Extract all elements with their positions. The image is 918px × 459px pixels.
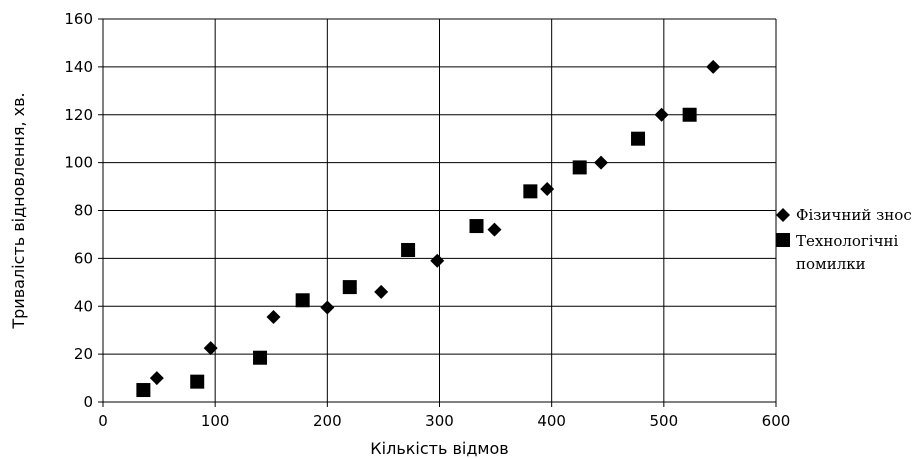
square-point xyxy=(631,131,646,146)
square-point xyxy=(342,280,357,295)
square-point xyxy=(136,383,151,398)
square-point xyxy=(253,350,268,365)
x-tick-label: 400 xyxy=(537,412,566,430)
x-tick-label: 0 xyxy=(98,412,108,430)
diamond-point xyxy=(430,253,445,268)
legend-label-tech-errors: Технологічні xyxy=(796,232,899,250)
diamond-point xyxy=(594,155,609,170)
diamond-point xyxy=(654,107,669,122)
legend-square-icon xyxy=(776,233,790,247)
y-tick-label: 60 xyxy=(74,249,93,267)
x-axis-title: Кількість відмов xyxy=(370,439,508,458)
y-tick-label: 140 xyxy=(64,58,93,76)
legend-label-physical-wear: Фізичний знос xyxy=(796,206,912,224)
x-tick-label: 100 xyxy=(201,412,230,430)
diamond-point xyxy=(320,300,335,315)
diamond-point xyxy=(706,59,721,74)
x-tick-label: 300 xyxy=(425,412,454,430)
y-tick-label: 80 xyxy=(74,202,93,220)
diamond-point xyxy=(266,310,281,325)
legend-label-tech-errors-line2: помилки xyxy=(796,255,866,273)
square-point xyxy=(295,293,310,308)
y-tick-label: 120 xyxy=(64,106,93,124)
y-axis-title: Тривалість відновлення, хв. xyxy=(9,92,28,329)
y-tick-label: 100 xyxy=(64,154,93,172)
y-tick-label: 20 xyxy=(74,345,93,363)
x-tick-label: 600 xyxy=(762,412,791,430)
diamond-point xyxy=(374,284,389,299)
data-points xyxy=(136,59,721,398)
square-point xyxy=(469,219,484,234)
grid xyxy=(98,18,777,407)
square-point xyxy=(572,160,587,175)
diamond-point xyxy=(540,181,555,196)
diamond-point xyxy=(149,371,164,386)
y-tick-label: 40 xyxy=(74,297,93,315)
x-tick-label: 200 xyxy=(313,412,342,430)
x-tick-label: 500 xyxy=(650,412,679,430)
diamond-point xyxy=(487,222,502,237)
legend: Фізичний знос Технологічні помилки xyxy=(776,206,912,273)
square-point xyxy=(401,242,416,257)
square-point xyxy=(190,374,205,389)
y-tick-label: 0 xyxy=(83,393,93,411)
diamond-point xyxy=(203,341,218,356)
y-tick-label: 160 xyxy=(64,10,93,28)
legend-diamond-icon xyxy=(776,208,790,222)
y-tick-labels: 0 20 40 60 80 100 120 140 160 xyxy=(64,10,93,411)
square-point xyxy=(682,107,697,122)
x-tick-labels: 0 100 200 300 400 500 600 xyxy=(98,412,790,430)
square-point xyxy=(523,184,538,199)
